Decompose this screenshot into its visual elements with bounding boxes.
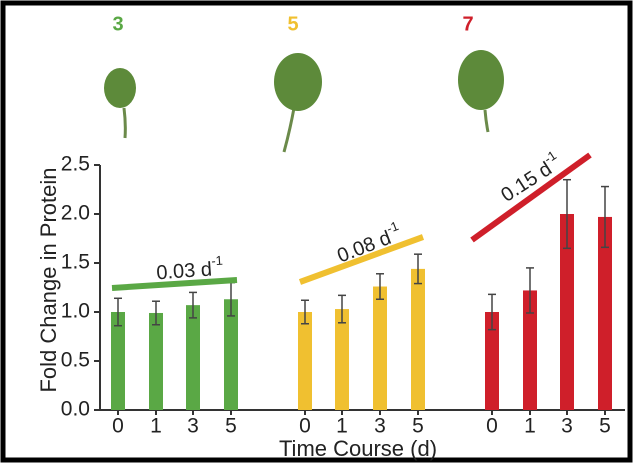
- y-tick-label: 2.5: [61, 153, 90, 176]
- bar: [598, 216, 612, 410]
- bar: [485, 312, 499, 410]
- x-axis-title: Time Course (d): [279, 436, 437, 461]
- bar: [523, 290, 537, 410]
- y-tick-label: 0.0: [61, 398, 90, 421]
- leaf-7: [458, 50, 504, 133]
- trend-line: [298, 234, 425, 285]
- bar: [298, 312, 312, 410]
- error-bar: [376, 273, 384, 301]
- trend-line: [111, 277, 238, 291]
- bar: [186, 305, 200, 410]
- x-tick-label: 3: [561, 415, 573, 438]
- x-tick-label: 0: [486, 415, 498, 438]
- x-tick-label: 1: [336, 415, 348, 438]
- leaf-3: [104, 68, 136, 139]
- bar: [373, 286, 387, 410]
- group-title: 5: [287, 13, 298, 35]
- x-tick-label: 3: [187, 415, 199, 438]
- bar: [149, 312, 163, 410]
- y-tick-label: 2.0: [61, 202, 90, 225]
- bar: [111, 312, 125, 410]
- error-bar: [338, 294, 346, 324]
- x-tick-label: 1: [524, 415, 536, 438]
- rate-exponent: -1: [211, 253, 224, 269]
- leaf-5: [274, 53, 322, 153]
- rate-text: 0.03 d: [156, 259, 213, 285]
- error-bar: [488, 293, 496, 331]
- bar: [560, 214, 574, 410]
- y-tick-label: 1.5: [61, 251, 90, 274]
- error-bar: [601, 185, 609, 249]
- error-bar: [526, 267, 534, 314]
- group-title: 3: [112, 13, 123, 35]
- x-tick-label: 1: [150, 415, 162, 438]
- error-bar: [189, 291, 197, 319]
- rate-label: 0.03 d-1: [155, 253, 224, 284]
- y-axis-title: Fold Change in Protein: [36, 167, 61, 392]
- x-tick-label: 3: [374, 415, 386, 438]
- error-bar: [414, 253, 422, 285]
- y-tick-label: 1.0: [61, 300, 90, 323]
- group-title: 7: [462, 13, 473, 35]
- x-tick-label: 5: [412, 415, 424, 438]
- x-tick-label: 5: [225, 415, 237, 438]
- error-bar: [152, 300, 160, 326]
- x-tick-label: 0: [112, 415, 124, 438]
- trend-line: [470, 152, 592, 243]
- bar: [335, 309, 349, 410]
- error-bar: [563, 178, 571, 250]
- error-bar: [114, 297, 122, 327]
- error-bar: [301, 299, 309, 325]
- y-tick-label: 0.5: [61, 349, 90, 372]
- rate-exponent: -1: [385, 219, 401, 237]
- x-tick-label: 5: [599, 415, 611, 438]
- bar: [224, 299, 238, 410]
- bar: [411, 268, 425, 410]
- x-tick-label: 0: [299, 415, 311, 438]
